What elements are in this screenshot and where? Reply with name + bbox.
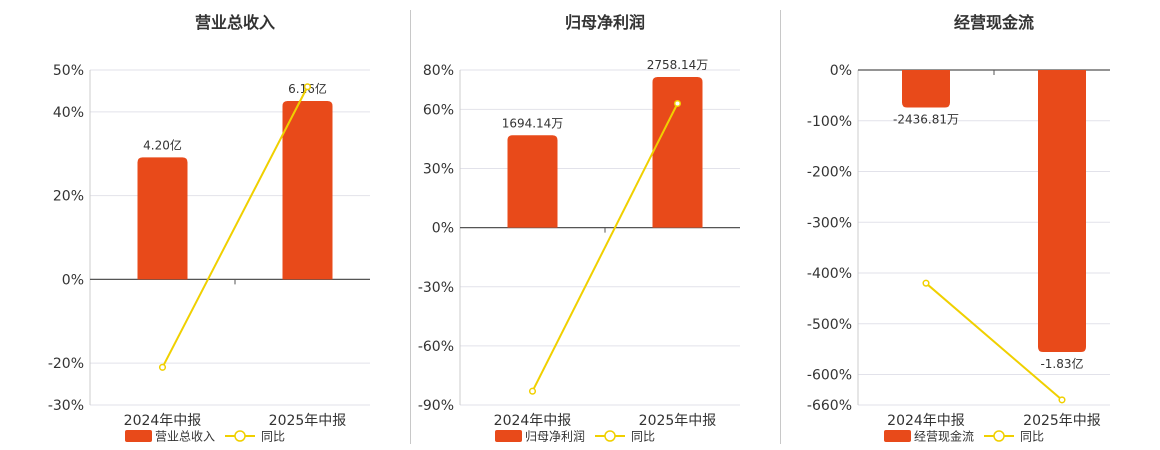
- y-tick-label: -400%: [807, 266, 852, 282]
- x-category-label: 2024年中报: [887, 413, 965, 429]
- legend-bar-swatch: [125, 430, 152, 442]
- y-tick-label: -30%: [418, 280, 454, 296]
- bar: [507, 135, 558, 228]
- y-tick-label: 0%: [62, 272, 84, 288]
- y-tick-label: 50%: [53, 63, 84, 79]
- y-tick-label: 40%: [53, 105, 84, 121]
- cash-flow-chart-panel: 经营现金流 0% -100% -200% -300% -400% -500% -600% -66…: [740, 0, 1110, 450]
- bar-data-label: -2436.81万: [893, 113, 959, 127]
- y-tick-label: -200%: [807, 165, 852, 181]
- y-tick-label: -60%: [418, 339, 454, 355]
- bar-data-label: -1.83亿: [1040, 356, 1083, 371]
- legend-bar-label: 归母净利润: [525, 430, 585, 444]
- y-tick-label: 30%: [423, 162, 454, 178]
- legend-line-marker: [234, 430, 246, 442]
- y-tick-label: -300%: [807, 215, 852, 231]
- yoy-point: [1058, 396, 1066, 404]
- y-tick-label: -90%: [418, 398, 454, 414]
- net-profit-chart: 归母净利润 80% 60% 30% 0% -30% -60% -90% 2024年中报 1694.…: [418, 13, 740, 444]
- x-category-label: 2024年中报: [494, 413, 572, 429]
- legend-line-label: 同比: [261, 430, 285, 444]
- bar-data-label: 2758.14万: [647, 58, 709, 72]
- bar: [137, 157, 188, 280]
- x-category-label: 2024年中报: [124, 413, 202, 429]
- bar: [282, 101, 333, 280]
- panel-divider-2: [780, 10, 781, 444]
- y-tick-label: 80%: [423, 63, 454, 79]
- y-tick-label: 0%: [830, 63, 852, 79]
- y-tick-label: -600%: [807, 368, 852, 384]
- yoy-point: [528, 387, 537, 395]
- bar: [902, 70, 950, 108]
- legend-bar-swatch: [495, 430, 522, 442]
- y-tick-label: 20%: [53, 189, 84, 205]
- revenue-chart-panel: 营业总收入 50% 40% 20% 0% -20% -30% 2024年中报 4.20亿 2025…: [0, 0, 370, 450]
- y-tick-label: -30%: [48, 398, 84, 414]
- legend-bar-swatch: [884, 430, 911, 442]
- chart-title: 经营现金流: [954, 13, 1034, 32]
- yoy-line: [161, 86, 309, 368]
- yoy-point: [158, 363, 167, 371]
- legend-bar-label: 营业总收入: [155, 430, 215, 444]
- chart-title: 归母净利润: [565, 13, 645, 32]
- panel-divider-1: [410, 10, 411, 444]
- cash-flow-chart: 经营现金流 0% -100% -200% -300% -400% -500% -600% -66…: [807, 13, 1110, 444]
- legend-bar-label: 经营现金流: [914, 429, 974, 444]
- bar: [652, 77, 703, 228]
- chart-title: 营业总收入: [195, 13, 275, 32]
- yoy-point: [673, 99, 682, 108]
- legend-line-label: 同比: [1020, 430, 1044, 444]
- legend-line-marker: [604, 430, 616, 442]
- y-tick-label: 0%: [432, 221, 454, 237]
- revenue-chart: 营业总收入 50% 40% 20% 0% -20% -30% 2024年中报 4.20亿 2025…: [48, 13, 370, 444]
- bar: [1038, 70, 1086, 352]
- bar-data-label: 1694.14万: [502, 116, 564, 130]
- y-tick-label: -20%: [48, 356, 84, 372]
- y-tick-label: -500%: [807, 317, 852, 333]
- yoy-line: [925, 282, 1063, 401]
- yoy-point: [922, 279, 930, 287]
- yoy-point: [303, 83, 312, 91]
- y-tick-label: -660%: [807, 398, 852, 414]
- y-tick-label: -100%: [807, 114, 852, 130]
- legend-line-marker: [993, 430, 1005, 442]
- x-category-label: 2025年中报: [269, 413, 347, 429]
- y-tick-label: 60%: [423, 102, 454, 118]
- bar-data-label: 4.20亿: [143, 137, 182, 152]
- yoy-line: [531, 103, 679, 392]
- net-profit-chart-panel: 归母净利润 80% 60% 30% 0% -30% -60% -90% 2024年中报 1694.…: [370, 0, 740, 450]
- x-category-label: 2025年中报: [639, 413, 717, 429]
- legend-line-label: 同比: [631, 430, 655, 444]
- x-category-label: 2025年中报: [1023, 413, 1101, 429]
